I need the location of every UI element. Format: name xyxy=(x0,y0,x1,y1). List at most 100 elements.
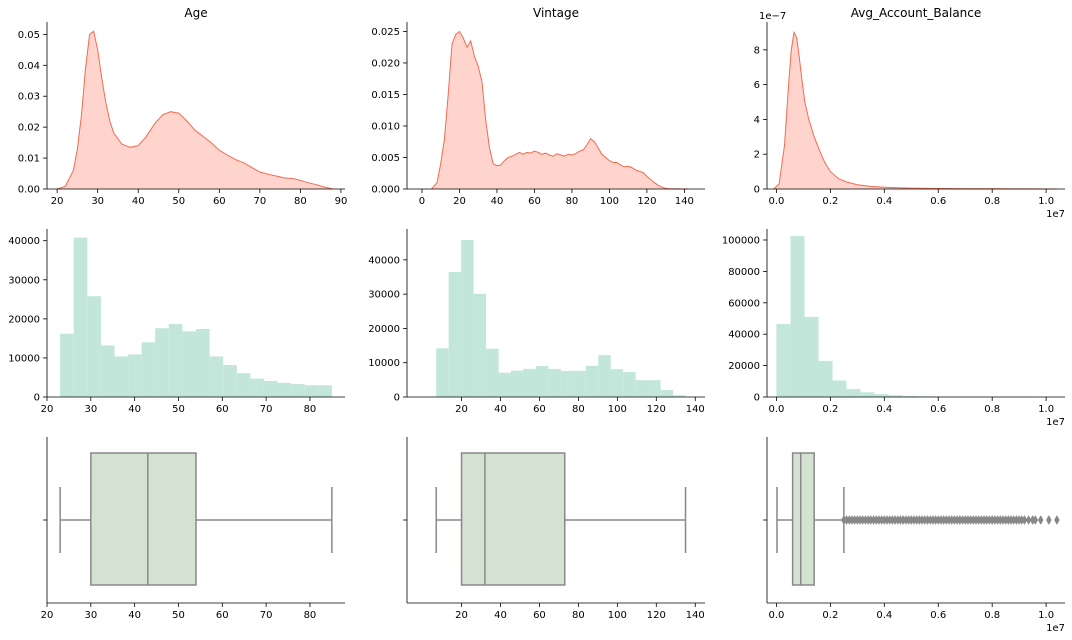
box xyxy=(90,452,197,586)
x-tick-label: 70 xyxy=(253,196,266,207)
outlier-marker xyxy=(1032,514,1039,526)
y-tick-label: 8 xyxy=(754,45,760,56)
histogram-bar xyxy=(448,271,462,397)
outlier-marker xyxy=(1046,514,1052,526)
histogram-bar xyxy=(263,381,278,397)
histogram-bar xyxy=(818,360,833,397)
y-tick-label: 0.015 xyxy=(371,90,400,101)
y-tick-label: 20000 xyxy=(368,324,400,335)
y-tick-label: 4 xyxy=(754,115,760,126)
histogram-bar xyxy=(673,395,686,397)
x-tick-label: 30 xyxy=(91,196,104,207)
y-tick-label: 80000 xyxy=(728,267,760,278)
histogram-bar xyxy=(573,370,586,397)
x-tick-label: 60 xyxy=(533,610,546,621)
x-tick-label: 80 xyxy=(566,196,579,207)
y-tick-label: 40000 xyxy=(728,330,760,341)
x-tick-label: 20 xyxy=(453,196,466,207)
x-tick-label: 0.2 xyxy=(822,610,838,621)
y-tick-label: 20000 xyxy=(8,314,40,325)
box xyxy=(791,452,815,586)
y-tick-label: 0.05 xyxy=(18,30,40,41)
chart-title: Age xyxy=(184,6,207,20)
x-tick-label: 50 xyxy=(172,196,185,207)
y-tick-label: 0.025 xyxy=(371,27,400,38)
x-tick-label: 0.8 xyxy=(984,196,1000,207)
x-tick-label: 60 xyxy=(213,196,226,207)
density-area xyxy=(773,32,1057,190)
outlier-marker xyxy=(1054,514,1060,526)
x-tick-label: 0 xyxy=(419,196,425,207)
x-tick-label: 40 xyxy=(128,610,141,621)
y-tick-label: 0.02 xyxy=(18,123,40,134)
histogram-bar xyxy=(128,354,142,397)
density-area xyxy=(431,31,689,189)
x-tick-label: 0.0 xyxy=(768,196,784,207)
y-tick-label: 60000 xyxy=(728,298,760,309)
histogram-bar xyxy=(598,355,611,397)
histogram-bar xyxy=(523,368,536,397)
x-tick-label: 1.0 xyxy=(1038,404,1054,415)
histogram-bar xyxy=(223,365,237,397)
chart-title: Vintage xyxy=(533,6,579,20)
x-tick-label: 100 xyxy=(608,404,627,415)
histogram-bar xyxy=(660,390,674,397)
y-tick-label: 6 xyxy=(754,80,760,91)
x-tick-label: 140 xyxy=(686,404,705,415)
histogram-bar xyxy=(511,370,524,397)
outlier-marker xyxy=(1025,514,1032,526)
outlier-marker xyxy=(1021,514,1028,526)
histogram-bar xyxy=(73,237,88,397)
y-tick-label: 0.03 xyxy=(18,92,40,103)
y-tick-label: 0.00 xyxy=(18,185,40,196)
histogram-bar xyxy=(473,293,487,397)
density-area xyxy=(57,31,333,189)
x-tick-label: 70 xyxy=(260,610,273,621)
vintage-kde-panel: 0 20 40 60 80 100 120 140 0.000 0.005 0.010 0.015 0.… xyxy=(371,6,705,207)
y-tick-label: 40000 xyxy=(368,255,400,266)
x-tick-label: 0.6 xyxy=(930,610,946,621)
x-tick-label: 50 xyxy=(172,610,185,621)
x-tick-label: 0.4 xyxy=(876,610,892,621)
x-tick-label: 30 xyxy=(84,404,97,415)
y-tick-label: 0.020 xyxy=(371,58,400,69)
y-tick-label: 30000 xyxy=(368,290,400,301)
x-tick-label: 80 xyxy=(304,610,317,621)
histogram-bar xyxy=(168,323,183,397)
y-tick-label: 2 xyxy=(754,150,760,161)
histogram-bar xyxy=(155,328,169,397)
x-tick-label: 0.2 xyxy=(822,404,838,415)
x-tick-label: 70 xyxy=(260,404,273,415)
chart-title: Avg_Account_Balance xyxy=(851,6,982,20)
x-offset-label: 1e7 xyxy=(1046,623,1065,634)
y-tick-label: 40000 xyxy=(8,236,40,247)
x-tick-label: 40 xyxy=(494,610,507,621)
histogram-bar xyxy=(860,392,875,397)
x-tick-label: 0.8 xyxy=(984,610,1000,621)
y-tick-label: 20000 xyxy=(728,361,760,372)
histogram-bar xyxy=(277,382,292,397)
x-tick-label: 20 xyxy=(455,610,468,621)
x-tick-label: 20 xyxy=(41,404,54,415)
histogram-bar xyxy=(902,396,917,397)
histogram-bar xyxy=(250,378,264,397)
x-tick-label: 40 xyxy=(128,404,141,415)
histogram-bar xyxy=(141,342,156,397)
histogram-bar xyxy=(648,380,661,397)
vintage-box-panel: 20 40 60 80 100 120 140 xyxy=(403,437,705,621)
x-tick-label: 60 xyxy=(216,404,229,415)
histogram-bar xyxy=(304,385,319,397)
x-offset-label: 1e7 xyxy=(1046,209,1065,220)
x-tick-label: 0.0 xyxy=(768,610,784,621)
histogram-bar xyxy=(535,366,549,397)
histogram-bar xyxy=(623,372,636,397)
x-tick-label: 60 xyxy=(533,404,546,415)
x-tick-label: 140 xyxy=(675,196,694,207)
histogram-bar xyxy=(635,380,649,397)
histogram-bar xyxy=(87,296,101,397)
age-hist-panel: 20 30 40 50 60 70 80 0 10000 20000 30000 40000 xyxy=(8,229,345,415)
x-tick-label: 20 xyxy=(455,404,468,415)
y-tick-label: 10000 xyxy=(8,353,40,364)
y-tick-label: 0.04 xyxy=(18,61,40,72)
histogram-bar xyxy=(560,370,574,397)
